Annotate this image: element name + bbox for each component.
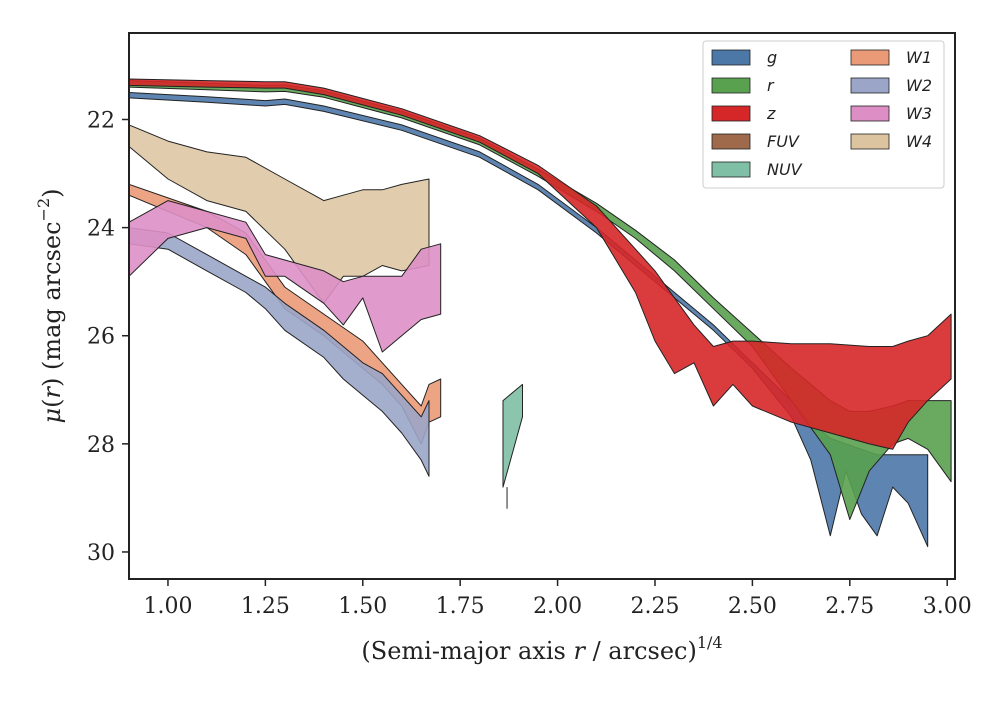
- y-tick-label: 22: [87, 108, 115, 133]
- x-tick-label: 1.50: [338, 594, 387, 619]
- legend-swatch-W2: [850, 77, 890, 94]
- y-axis-title: μ(r) (mag arcsec−2): [34, 188, 66, 423]
- legend-swatch-NUV: [711, 161, 751, 178]
- legend-swatch-W1: [850, 49, 890, 66]
- legend-label-NUV: NUV: [767, 160, 803, 179]
- x-tick-label: 1.00: [143, 594, 192, 619]
- y-tick-label: 28: [87, 433, 115, 458]
- y-tick-label: 30: [87, 541, 115, 566]
- legend: grz FUV NUV W1 W2 W3 W4: [702, 40, 945, 189]
- legend-swatch-g: [711, 49, 751, 66]
- band-g: [129, 92, 929, 548]
- legend-label-W1: W1: [906, 48, 932, 67]
- legend-label-FUV: FUV: [767, 132, 800, 151]
- legend-label-g: g: [767, 48, 777, 67]
- legend-label-z: z: [766, 104, 776, 123]
- legend-swatch-W3: [850, 105, 890, 122]
- y-tick-label: 24: [87, 217, 115, 242]
- legend-label-r: r: [767, 76, 775, 95]
- x-tick-label: 3.00: [923, 594, 972, 619]
- plot-frame: [128, 32, 956, 580]
- x-tick-label: 2.25: [630, 594, 679, 619]
- band-NUV: [502, 383, 523, 488]
- x-tick-label: 2.75: [825, 594, 874, 619]
- y-axis: 22 24 26 28 30: [87, 108, 129, 566]
- band-z: [129, 78, 952, 450]
- legend-label-W2: W2: [906, 76, 932, 95]
- legend-label-W3: W3: [906, 104, 932, 123]
- x-tick-label: 1.75: [436, 594, 485, 619]
- x-tick-label: 1.25: [241, 594, 290, 619]
- x-axis-title: (Semi-major axis r / arcsec)1/4: [361, 633, 722, 665]
- x-axis: 1.00 1.25 1.50 1.75 2.00 2.25 2.50 2.75 3.00: [143, 579, 972, 619]
- legend-swatch-r: [711, 77, 751, 94]
- legend-label-W4: W4: [906, 132, 932, 151]
- legend-swatch-W4: [850, 133, 890, 150]
- band-W3: [129, 200, 442, 353]
- band-W2: [129, 227, 430, 477]
- legend-swatch-FUV: [711, 133, 751, 150]
- x-tick-label: 2.50: [728, 594, 777, 619]
- y-tick-label: 26: [87, 325, 115, 350]
- series-layer: [129, 78, 952, 548]
- legend-swatch-z: [711, 105, 751, 122]
- x-tick-label: 2.00: [533, 594, 582, 619]
